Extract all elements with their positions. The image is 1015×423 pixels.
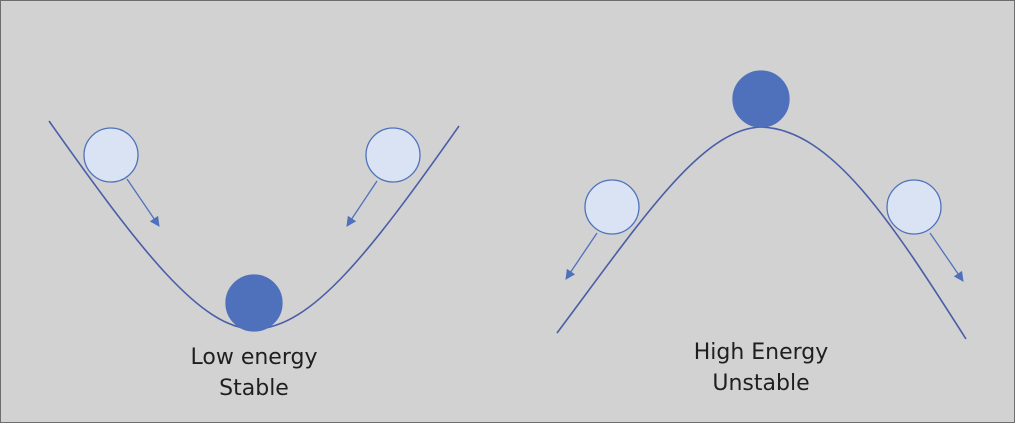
ball-hill-left xyxy=(584,179,640,235)
ball-left-slope xyxy=(83,127,139,183)
ball-right-slope xyxy=(365,127,421,183)
arrow-right-down xyxy=(346,180,378,227)
stable-caption: Low energy Stable xyxy=(131,342,377,404)
unstable-caption: High Energy Unstable xyxy=(638,337,884,399)
stable-well-group xyxy=(48,120,460,332)
stable-caption-line2: Stable xyxy=(219,376,289,401)
unstable-caption-line1: High Energy xyxy=(693,340,829,365)
unstable-caption-line2: Unstable xyxy=(712,371,810,396)
stable-caption-line1: Low energy xyxy=(190,345,318,370)
arrow-hill-left-down xyxy=(565,232,598,280)
arrow-left-down xyxy=(126,178,160,227)
arrow-hill-right-down xyxy=(929,232,964,282)
ball-stable-bottom xyxy=(225,274,283,332)
ball-hill-right xyxy=(886,179,942,235)
unstable-hill-group xyxy=(556,70,967,340)
ball-stable-top xyxy=(732,70,790,128)
